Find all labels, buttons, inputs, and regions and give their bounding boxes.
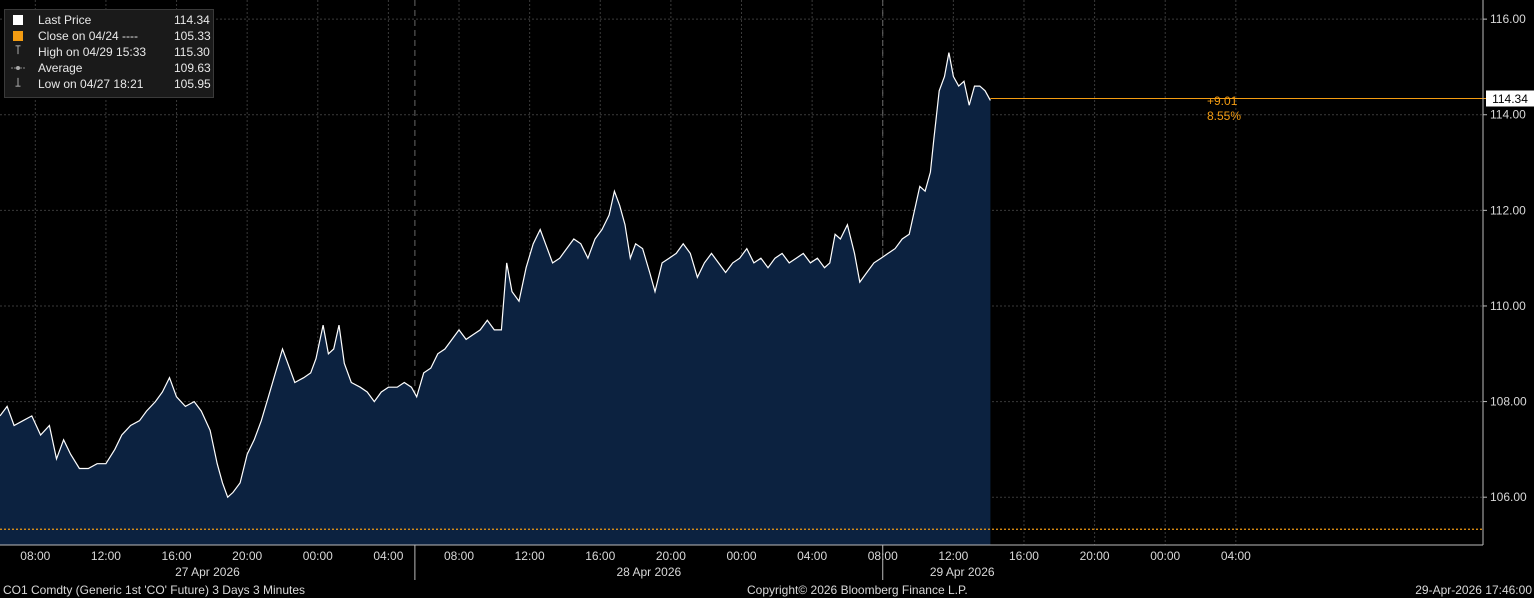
- change-abs: +9.01: [1207, 94, 1238, 108]
- legend-label: High on 04/29 15:33: [38, 45, 147, 59]
- x-tick-label: 00:00: [1150, 549, 1180, 563]
- date-label: 28 Apr 2026: [616, 565, 681, 579]
- legend-value: 105.95: [174, 77, 211, 91]
- date-label: 27 Apr 2026: [175, 565, 240, 579]
- footer-copyright: Copyright© 2026 Bloomberg Finance L.P.: [747, 583, 968, 597]
- y-tick-label: 112.00: [1490, 203, 1526, 217]
- chart-legend: Last Price 114.34 Close on 04/24 ---- 10…: [4, 9, 214, 98]
- footer-security-description: CO1 Comdty (Generic 1st 'CO' Future) 3 D…: [3, 583, 306, 597]
- y-tick-label: 116.00: [1490, 12, 1526, 26]
- legend-label: Average: [38, 61, 83, 75]
- x-tick-label: 00:00: [726, 549, 756, 563]
- legend-value: 114.34: [174, 13, 210, 27]
- last-price-line: [0, 52, 991, 499]
- x-tick-label: 08:00: [444, 549, 474, 563]
- x-tick-label: 12:00: [91, 549, 121, 563]
- close-swatch-icon: [13, 31, 23, 41]
- change-pct: 8.55%: [1207, 109, 1241, 123]
- chart-axes: 08:00 12:00 16:00 20:00 00:00 04:00 08:00 12:00…: [0, 0, 1527, 580]
- price-area-fill: [0, 52, 991, 545]
- legend-row-last-price: Last Price 114.34: [11, 12, 211, 28]
- x-tick-label: 16:00: [162, 549, 192, 563]
- x-tick-label: 20:00: [232, 549, 262, 563]
- last-price-marker: 114.34 +9.01 8.55%: [1207, 90, 1534, 123]
- legend-label: Close on 04/24 ----: [38, 29, 139, 43]
- legend-label: Low on 04/27 18:21: [38, 77, 144, 91]
- x-tick-label: 04:00: [1221, 549, 1251, 563]
- x-tick-label: 12:00: [515, 549, 545, 563]
- legend-row-average: Average 109.63: [11, 60, 211, 76]
- y-tick-label: 108.00: [1490, 395, 1527, 409]
- legend-row-low: Low on 04/27 18:21 105.95: [11, 76, 211, 92]
- x-tick-label: 16:00: [585, 549, 615, 563]
- x-tick-label: 16:00: [1009, 549, 1039, 563]
- x-tick-label: 20:00: [1080, 549, 1110, 563]
- legend-row-high: High on 04/29 15:33 115.30: [11, 44, 211, 60]
- y-tick-label: 110.00: [1490, 299, 1526, 313]
- x-tick-label: 00:00: [303, 549, 333, 563]
- last-price-tag-box: [1486, 90, 1534, 107]
- average-marker-icon: [11, 66, 25, 70]
- x-tick-label: 12:00: [938, 549, 968, 563]
- legend-value: 115.30: [174, 45, 210, 59]
- legend-row-close: Close on 04/24 ---- 105.33: [11, 28, 211, 44]
- date-label: 29 Apr 2026: [930, 565, 995, 579]
- legend-value: 109.63: [174, 61, 211, 75]
- y-tick-label: 106.00: [1490, 490, 1527, 504]
- x-tick-label: 04:00: [373, 549, 403, 563]
- last-price-tag: 114.34: [1492, 92, 1528, 106]
- low-marker-icon: [15, 77, 21, 87]
- y-tick-label: 114.00: [1490, 108, 1526, 122]
- price-area: [0, 52, 991, 545]
- reference-lines: [0, 97, 1486, 530]
- legend-value: 105.33: [174, 29, 211, 43]
- footer-timestamp: 29-Apr-2026 17:46:00: [1415, 583, 1532, 597]
- x-tick-label: 04:00: [797, 549, 827, 563]
- high-marker-icon: [15, 45, 21, 55]
- last-price-swatch-icon: [13, 15, 23, 25]
- x-tick-label: 20:00: [656, 549, 686, 563]
- x-tick-label: 08:00: [20, 549, 50, 563]
- legend-label: Last Price: [38, 13, 92, 27]
